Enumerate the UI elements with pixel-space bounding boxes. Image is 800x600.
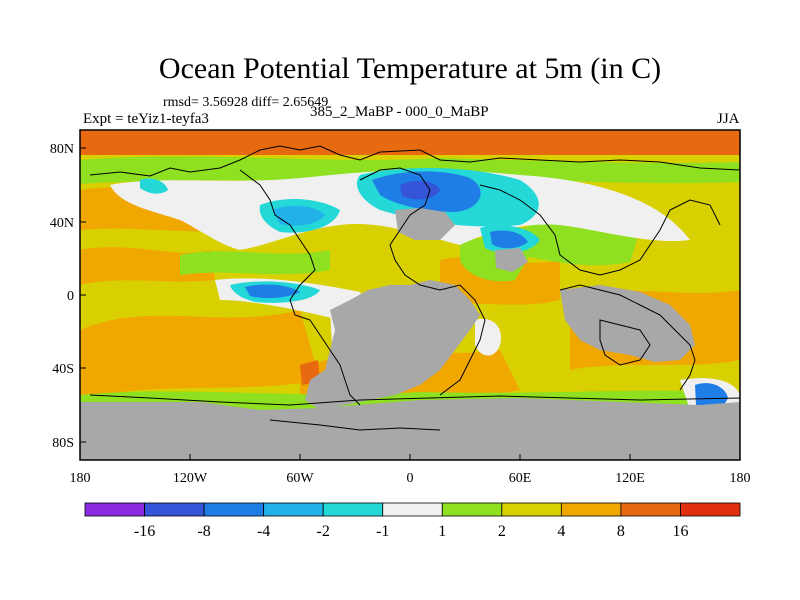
colorbar-swatch [441, 502, 503, 517]
colorbar-label: 8 [617, 523, 625, 540]
neutral-south-atlantic [475, 318, 501, 356]
x-tick-label: 120E [615, 471, 645, 486]
cool-blue-equatorial [245, 284, 300, 299]
cool-blue-north-pacific [272, 205, 325, 226]
hot-band-arctic [80, 130, 740, 155]
colorbar-swatch [203, 502, 265, 517]
colorbar-swatch [144, 502, 205, 517]
colorbar-swatch [620, 502, 681, 517]
colorbar-swatch [263, 502, 324, 517]
season-label: JJA [717, 111, 740, 127]
y-tick-label: 40S [52, 362, 74, 377]
temperature-field [80, 130, 740, 460]
chart-title: Ocean Potential Temperature at 5m (in C) [158, 52, 662, 85]
cool-cyan-west [140, 178, 168, 194]
land-continent-southwest [305, 280, 480, 410]
colorbar-label: -2 [317, 523, 330, 540]
cool-blue-mid-east [490, 230, 528, 249]
land-small-east [495, 248, 528, 272]
colorbar-swatch [680, 502, 741, 517]
x-tick-label: 60W [286, 471, 314, 486]
rmsd-diff-stats: rmsd= 3.56928 diff= 2.65649 [163, 95, 329, 110]
colorbar-label: 16 [672, 523, 688, 540]
colorbar [84, 502, 741, 517]
land-north-block [395, 208, 455, 240]
mild-equatorial [180, 250, 330, 275]
colorbar-label: -4 [257, 523, 270, 540]
colorbar-swatch [501, 502, 562, 517]
colorbar-label: -1 [376, 523, 389, 540]
x-tick-label: 0 [407, 471, 414, 486]
colorbar-label: 4 [557, 523, 565, 540]
colorbar-swatch [382, 502, 443, 517]
cool-deep-north-atlantic [400, 180, 440, 200]
x-tick-label: 180 [70, 471, 91, 486]
colorbar-swatch [322, 502, 384, 517]
axis-ticks [79, 147, 741, 460]
x-tick-label: 180 [730, 471, 751, 486]
y-tick-label: 80N [50, 142, 74, 157]
x-tick-labels: 180 120W 60W 0 60E 120E 180 [70, 471, 751, 486]
y-tick-label: 40N [50, 216, 74, 231]
colorbar-label: 2 [498, 523, 506, 540]
colorbar-label: -8 [197, 523, 210, 540]
colorbar-swatch [84, 502, 145, 517]
land-continent-east [560, 285, 695, 362]
colorbar-labels: -16 -8 -4 -2 -1 1 2 4 8 16 [134, 523, 689, 540]
coastlines [89, 145, 740, 431]
y-tick-labels: 80N 40N 0 40S 80S [50, 142, 74, 451]
y-tick-label: 0 [67, 289, 74, 304]
y-tick-label: 80S [52, 436, 74, 451]
warm-band-south-pacific [80, 310, 320, 400]
period-label: 385_2_MaBP - 000_0_MaBP [310, 104, 489, 120]
experiment-label: Expt = teYiz1-teyfa3 [83, 111, 209, 127]
colorbar-label: -16 [134, 523, 155, 540]
colorbar-label: 1 [438, 523, 446, 540]
x-tick-label: 60E [509, 471, 532, 486]
colorbar-swatch [560, 502, 622, 517]
x-tick-label: 120W [173, 471, 208, 486]
